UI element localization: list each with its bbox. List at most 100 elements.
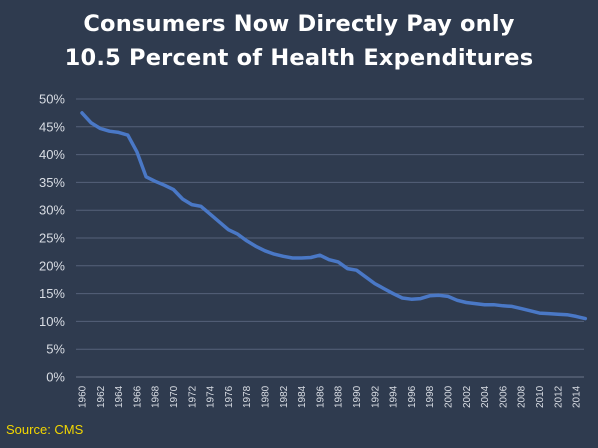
data-point (538, 311, 541, 315)
x-tick-label: 1984 (297, 385, 308, 408)
data-point (529, 309, 532, 313)
x-tick-label: 2002 (462, 385, 473, 408)
data-point (355, 269, 358, 272)
x-tick-label: 1970 (169, 385, 180, 408)
x-tick-label: 1986 (315, 385, 326, 408)
data-point (199, 205, 203, 208)
data-point (291, 256, 294, 260)
y-tick-label: 15% (39, 286, 65, 301)
data-point (272, 252, 276, 256)
data-point (163, 183, 166, 187)
x-axis-ticks: 1960 1962 1964 1966 1968 1970 1972 1974 1976 1978… (78, 385, 583, 408)
data-point (556, 312, 559, 316)
y-tick-label: 30% (39, 203, 65, 218)
y-tick-label: 25% (39, 231, 65, 246)
series-layer (80, 111, 588, 321)
x-tick-label: 2008 (517, 385, 528, 408)
x-tick-label: 2010 (535, 385, 546, 408)
y-tick-label: 10% (39, 314, 65, 329)
data-point (300, 256, 303, 260)
x-tick-label: 1998 (425, 385, 436, 408)
data-point (584, 317, 587, 320)
source-note: Source: CMS (6, 422, 84, 437)
data-point (126, 133, 129, 137)
data-point (574, 315, 578, 318)
data-point (263, 249, 267, 252)
data-point (236, 232, 239, 236)
y-axis-ticks: 0% 5% 10% 15% 20% 25% 30% 35% 40% 45% 50% (39, 92, 65, 385)
x-tick-label: 1982 (279, 385, 290, 408)
data-point (80, 111, 84, 115)
data-point (282, 255, 285, 258)
x-tick-label: 2014 (572, 385, 583, 408)
x-tick-label: 1996 (407, 385, 418, 408)
data-point (245, 239, 248, 242)
data-point (346, 267, 349, 270)
y-tick-label: 5% (46, 342, 65, 357)
data-point (373, 282, 376, 285)
data-point (465, 301, 468, 304)
data-point (382, 287, 386, 290)
x-tick-label: 1980 (261, 385, 272, 408)
x-tick-label: 2006 (498, 385, 509, 408)
y-tick-label: 50% (39, 92, 65, 107)
data-point (437, 294, 441, 297)
data-point (455, 299, 459, 302)
chart-title-line-2: 10.5 Percent of Health Expenditures (64, 45, 534, 71)
grid-lines (76, 98, 584, 378)
x-tick-label: 1990 (352, 385, 363, 408)
data-point (154, 180, 157, 183)
data-point (89, 121, 93, 125)
data-point (117, 131, 120, 134)
data-point (218, 220, 221, 224)
data-point (483, 303, 486, 306)
data-point (419, 297, 422, 300)
data-point (446, 295, 450, 298)
y-tick-label: 40% (39, 147, 65, 162)
x-tick-label: 1974 (206, 385, 217, 408)
data-point (474, 302, 477, 305)
data-point (208, 212, 212, 216)
data-point (428, 294, 431, 298)
x-tick-label: 1988 (334, 385, 345, 408)
chart-title-line-1: Consumers Now Directly Pay only (83, 11, 515, 37)
x-tick-label: 1976 (224, 385, 235, 408)
x-tick-label: 2012 (553, 385, 564, 408)
data-point (510, 305, 514, 308)
x-tick-label: 1964 (114, 385, 125, 408)
data-point (172, 188, 175, 191)
data-point (547, 312, 550, 315)
data-point (135, 150, 139, 154)
data-point (190, 203, 193, 206)
data-point (391, 292, 395, 295)
x-tick-label: 2000 (444, 385, 455, 408)
x-tick-label: 1966 (132, 385, 143, 408)
x-tick-label: 1994 (389, 385, 400, 408)
y-tick-label: 20% (39, 258, 65, 273)
data-point (227, 228, 230, 231)
data-point (565, 313, 569, 316)
series-line-0 (80, 111, 588, 321)
data-point (318, 254, 322, 257)
data-point (364, 275, 367, 279)
data-point (254, 245, 258, 248)
x-tick-label: 1978 (242, 385, 253, 408)
data-point (401, 296, 404, 300)
data-point (501, 304, 505, 308)
x-tick-label: 1992 (370, 385, 381, 408)
data-point (337, 260, 340, 264)
data-point (492, 303, 495, 306)
data-point (309, 256, 312, 259)
data-point (144, 175, 148, 179)
x-tick-label: 1968 (151, 385, 162, 408)
data-point (410, 297, 413, 301)
y-tick-label: 45% (39, 119, 65, 134)
data-point (520, 307, 523, 310)
x-tick-label: 1962 (96, 385, 107, 408)
data-point (327, 258, 331, 261)
x-tick-label: 1972 (187, 385, 198, 408)
data-point (108, 130, 111, 133)
x-tick-label: 2004 (480, 385, 491, 408)
